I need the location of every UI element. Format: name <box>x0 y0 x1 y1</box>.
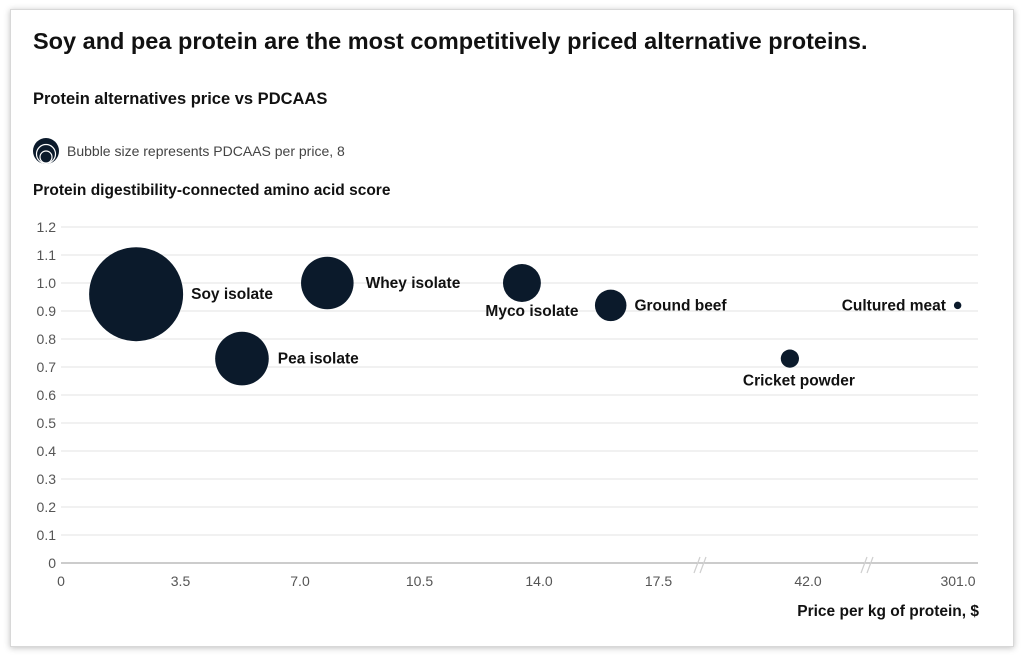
bubble-label: Cultured meat <box>842 297 946 314</box>
x-tick-label: 0 <box>57 573 65 589</box>
x-tick-label: 17.5 <box>645 573 672 589</box>
y-tick-label: 0.6 <box>37 387 57 403</box>
y-tick-label: 1.1 <box>37 247 57 263</box>
bubble <box>953 301 962 310</box>
bubble <box>215 331 269 386</box>
chart-card <box>10 9 1014 647</box>
bubble-size-legend-icon <box>33 138 59 165</box>
y-tick-label: 0.7 <box>37 359 57 375</box>
x-tick-label: 3.5 <box>171 573 191 589</box>
bubble <box>594 289 627 322</box>
y-tick-label: 0.4 <box>37 443 57 459</box>
y-tick-label: 0.3 <box>37 471 57 487</box>
y-tick-label: 0 <box>48 555 56 571</box>
y-tick-label: 1.0 <box>37 275 57 291</box>
x-tick-label: 42.0 <box>794 573 821 589</box>
x-tick-label: 14.0 <box>525 573 552 589</box>
y-axis-label: Protein digestibility-connected amino ac… <box>33 182 391 199</box>
y-tick-label: 0.1 <box>37 527 57 543</box>
bubble <box>502 264 541 302</box>
bubble-label: Soy isolate <box>191 286 273 303</box>
y-tick-label: 0.2 <box>37 499 57 515</box>
bubble-label: Cricket powder <box>743 373 855 390</box>
bubble-label: Pea isolate <box>278 351 359 368</box>
axis-break-mark <box>699 556 707 574</box>
chart-subtitle: Protein alternatives price vs PDCAAS <box>33 90 328 108</box>
bubble-label: Whey isolate <box>366 275 461 292</box>
y-tick-label: 0.8 <box>37 331 57 347</box>
bubble-label: Myco isolate <box>485 303 578 320</box>
y-tick-label: 0.5 <box>37 415 57 431</box>
headline: Soy and pea protein are the most competi… <box>33 28 868 54</box>
x-tick-label: 7.0 <box>290 573 310 589</box>
y-tick-label: 1.2 <box>37 219 57 235</box>
bubble-size-legend: Bubble size represents PDCAAS per price,… <box>31 136 345 166</box>
bubble <box>301 256 354 310</box>
legend-text: Bubble size represents PDCAAS per price,… <box>67 143 345 159</box>
bubble <box>780 349 799 368</box>
x-tick-label: 10.5 <box>406 573 433 589</box>
axis-break-mark <box>866 556 874 574</box>
x-tick-label: 301.0 <box>940 573 975 589</box>
bubble-label: Ground beef <box>634 297 727 314</box>
axis-break-mark <box>860 556 868 574</box>
y-tick-label: 0.9 <box>37 303 57 319</box>
axis-break-mark <box>693 556 701 574</box>
bubble <box>89 247 184 342</box>
x-axis-label: Price per kg of protein, $ <box>797 603 979 620</box>
